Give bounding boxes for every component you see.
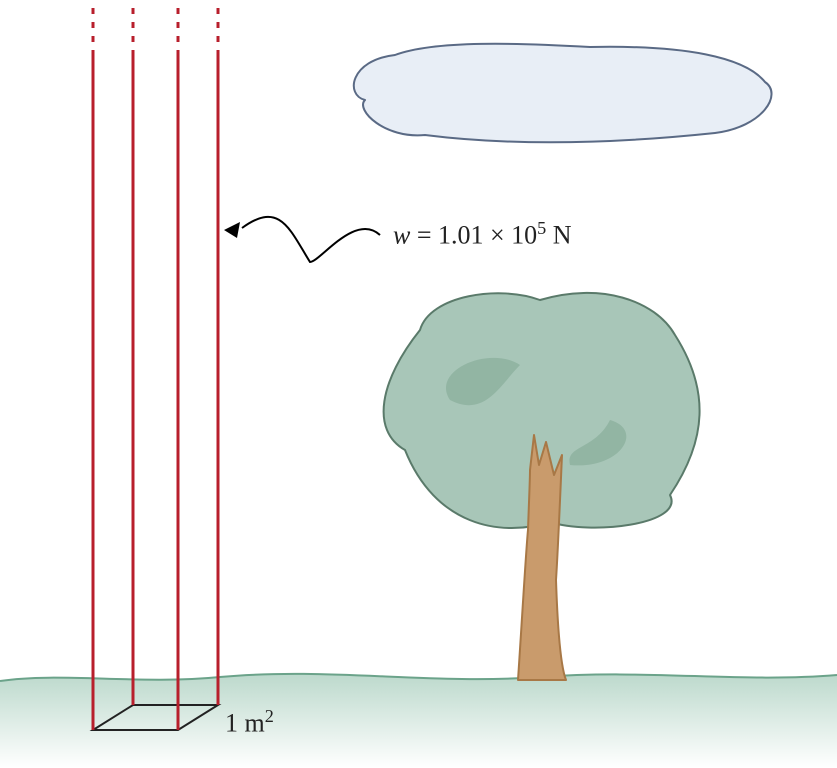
weight-label: w = 1.01 × 105 N xyxy=(393,218,572,251)
pointer-arrow xyxy=(224,217,380,262)
diagram-canvas xyxy=(0,0,837,768)
air-column xyxy=(93,4,218,730)
weight-eq: = 1.01 × 10 xyxy=(410,221,537,250)
tree xyxy=(384,293,700,680)
ground xyxy=(0,674,837,768)
cloud xyxy=(354,44,772,143)
weight-var: w xyxy=(393,221,410,250)
weight-exp: 5 xyxy=(537,218,546,238)
area-value: 1 m xyxy=(225,709,265,738)
area-exp: 2 xyxy=(265,706,274,726)
area-label: 1 m2 xyxy=(225,706,274,739)
weight-unit: N xyxy=(546,221,571,250)
